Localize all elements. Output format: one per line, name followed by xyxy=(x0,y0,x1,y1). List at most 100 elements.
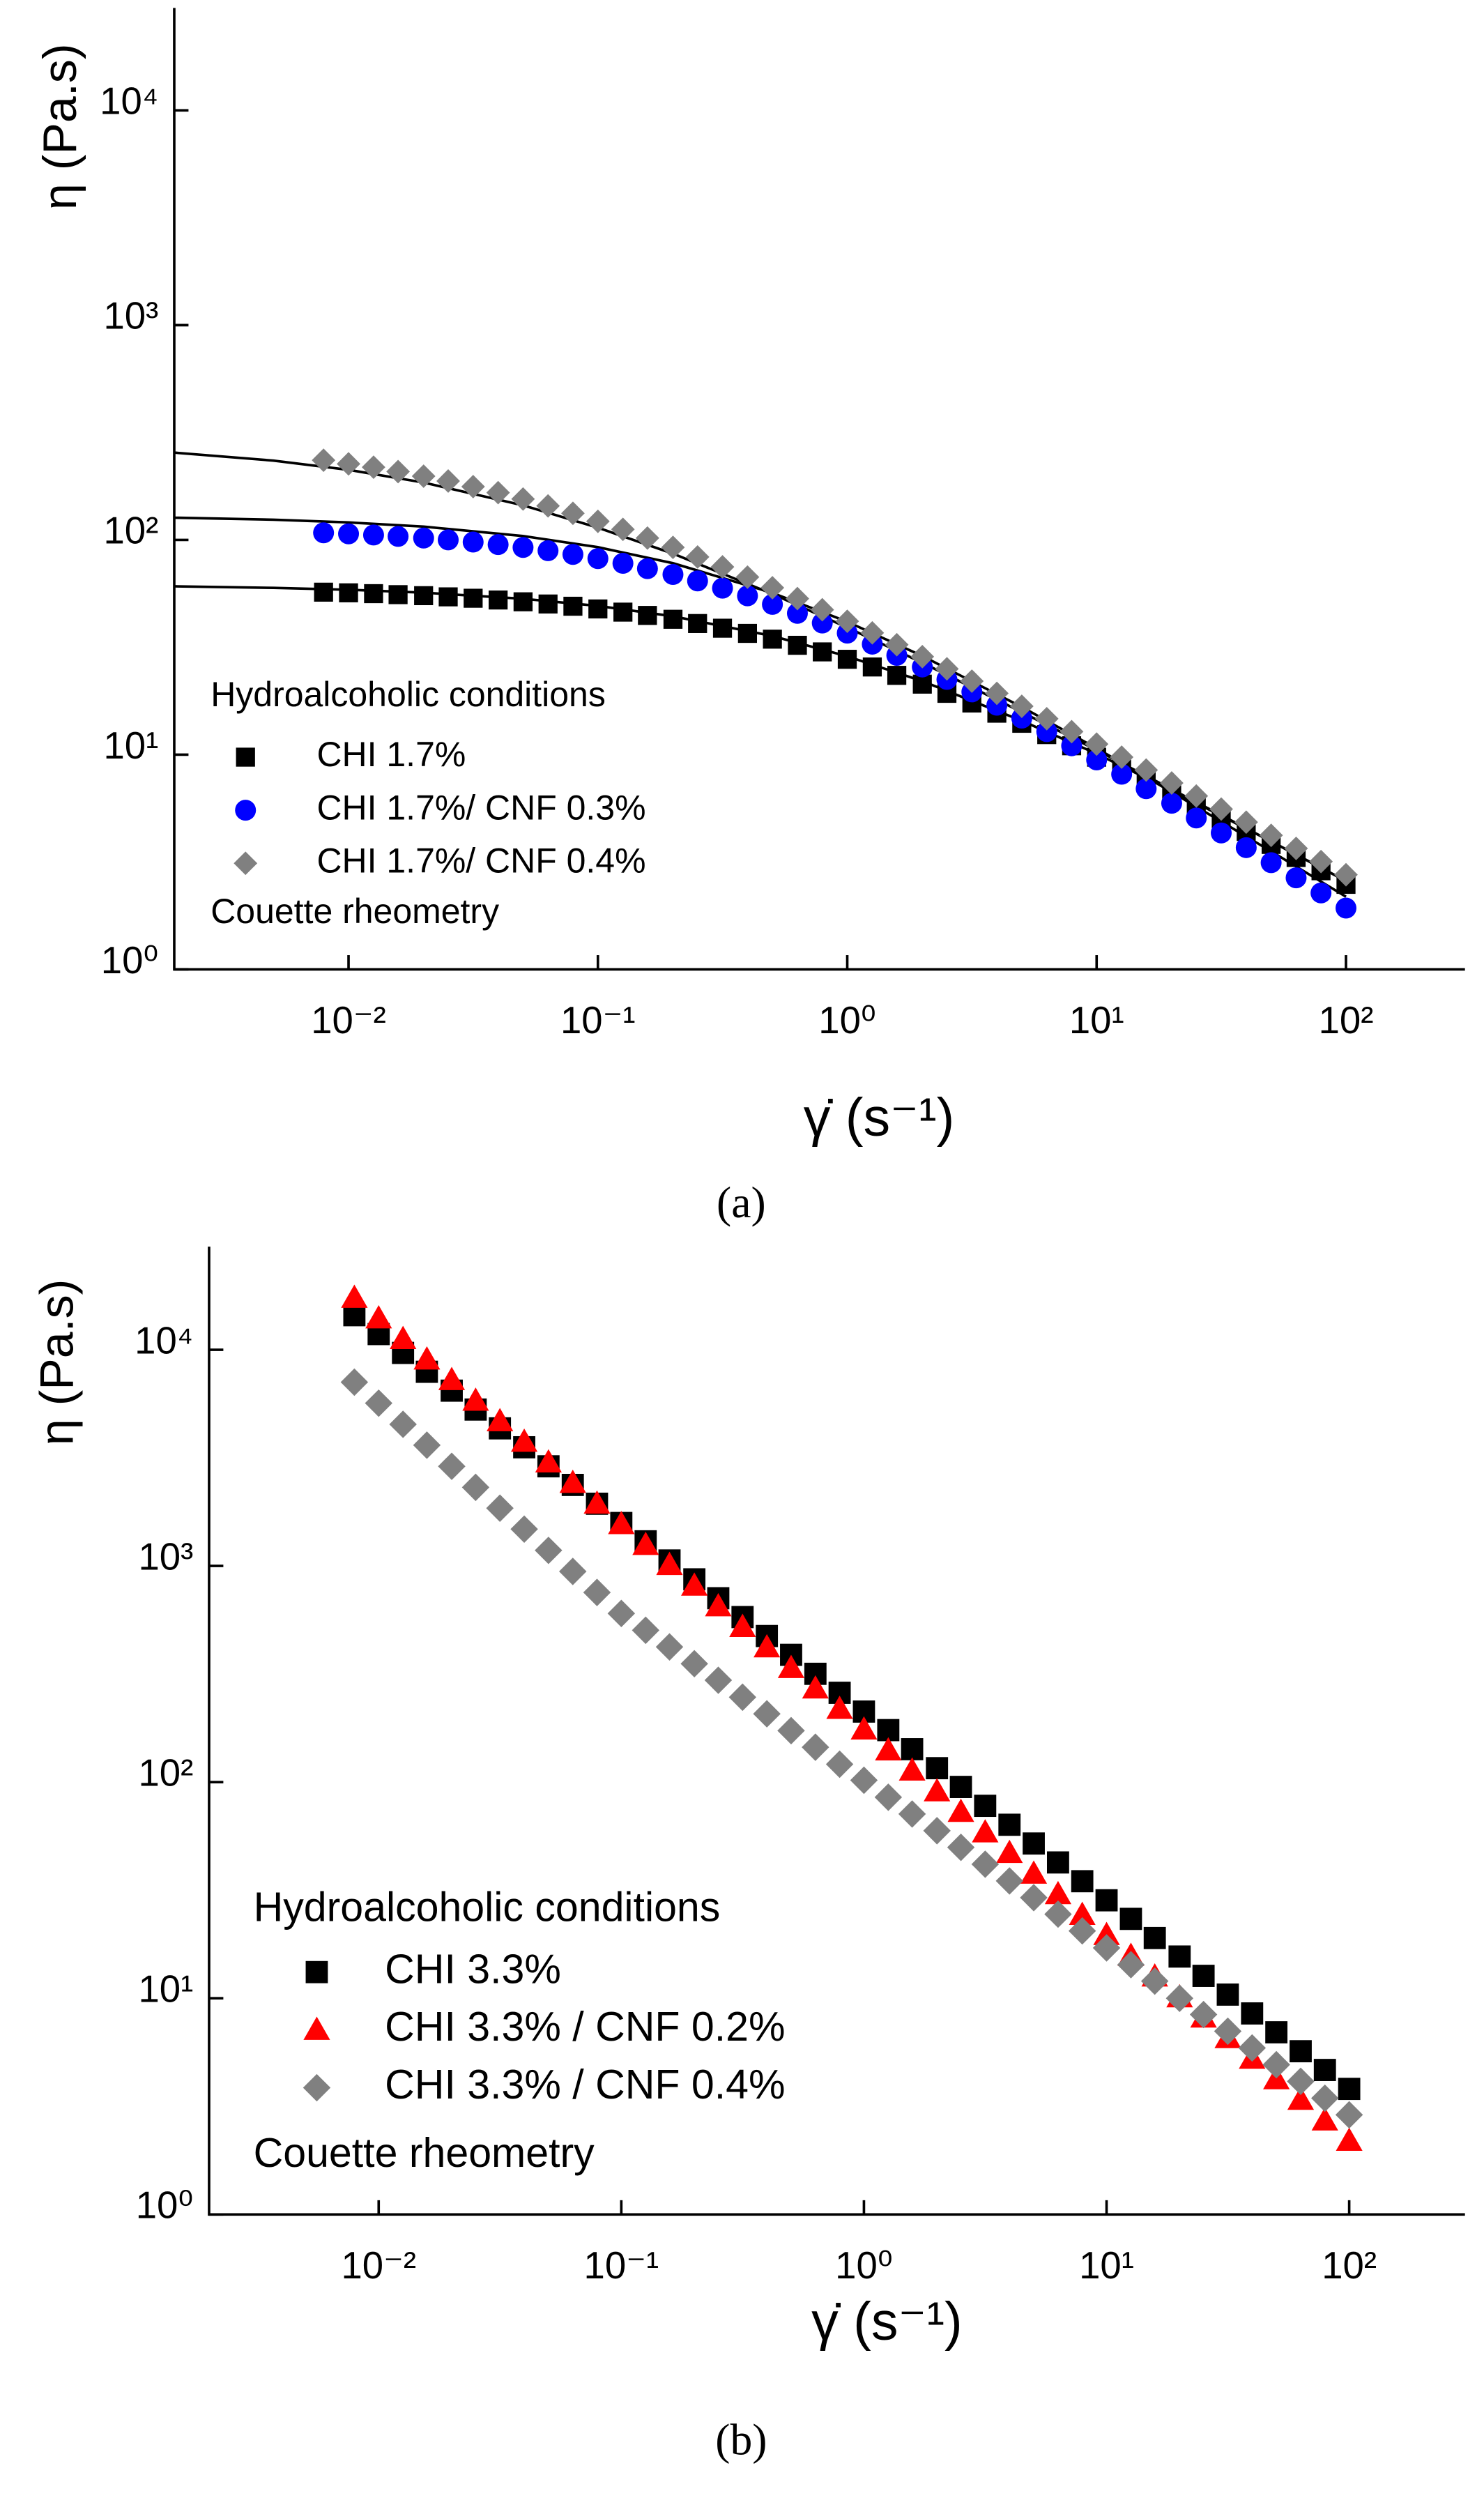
marker-circle xyxy=(1161,793,1182,814)
marker-diamond xyxy=(1287,2067,1315,2096)
marker-diamond xyxy=(632,1616,660,1645)
marker-circle xyxy=(313,522,335,544)
chart: 10⁻² 10⁻¹ 10⁰ 10¹ 10² 10⁰ 10¹ 10² 10³ 10⁴ Hydroalc… xyxy=(33,8,1465,1227)
marker-triangle xyxy=(850,1716,878,1740)
legend-label: CHI 3.3% / CNF 0.2% xyxy=(385,2004,785,2050)
marker-circle xyxy=(1011,708,1032,729)
marker-square xyxy=(1143,1926,1166,1949)
marker-diamond xyxy=(1335,2101,1363,2129)
legend-note: Couette rheometry xyxy=(211,892,499,931)
marker-diamond xyxy=(753,1700,781,1728)
chart: 10⁻² 10⁻¹ 10⁰ 10¹ 10² 10⁰ 10¹ 10² 10³ 10⁴ Hydroalc… xyxy=(30,1247,1465,2464)
marker-circle xyxy=(1186,807,1207,829)
marker-diamond xyxy=(365,1389,392,1417)
marker-square xyxy=(1119,1907,1142,1930)
marker-diamond xyxy=(802,1733,829,1761)
marker-diamond xyxy=(510,1515,538,1544)
marker-circle xyxy=(1310,882,1332,904)
marker-square xyxy=(339,583,358,602)
marker-square xyxy=(862,657,882,677)
marker-square xyxy=(737,623,758,643)
marker-square xyxy=(1241,2002,1264,2025)
marker-diamond xyxy=(661,535,685,560)
marker-circle xyxy=(811,612,833,634)
marker-diamond xyxy=(1238,2034,1267,2062)
marker-diamond xyxy=(583,1578,611,1606)
x-tick-label: 10⁰ xyxy=(818,999,875,1042)
marker-diamond xyxy=(1189,2000,1218,2029)
marker-square xyxy=(1095,1889,1118,1912)
marker-triangle xyxy=(510,1429,538,1452)
marker-diamond xyxy=(1009,694,1034,718)
marker-diamond xyxy=(611,517,635,542)
marker-triangle xyxy=(303,2016,330,2040)
marker-square xyxy=(763,630,782,649)
marker-diamond xyxy=(561,501,585,526)
y-tick-label: 10³ xyxy=(103,295,158,337)
marker-square xyxy=(712,618,733,638)
marker-circle xyxy=(636,558,658,579)
marker-diamond xyxy=(850,1766,878,1795)
legend-note: Couette rheometry xyxy=(254,2130,595,2176)
x-tick-label: 10² xyxy=(1319,999,1374,1042)
marker-diamond xyxy=(362,455,385,480)
marker-circle xyxy=(1260,852,1282,874)
marker-triangle xyxy=(535,1449,562,1473)
marker-circle xyxy=(612,552,634,574)
y-tick-label: 10¹ xyxy=(103,724,158,767)
marker-diamond xyxy=(486,1494,514,1522)
marker-square xyxy=(998,1813,1021,1836)
marker-square xyxy=(464,588,483,608)
marker-circle xyxy=(836,623,858,644)
marker-square xyxy=(788,635,807,655)
marker-diamond xyxy=(1209,797,1233,821)
legend-label: CHI 3.3% xyxy=(385,1946,561,1992)
marker-diamond xyxy=(874,1783,903,1811)
marker-circle xyxy=(235,800,257,821)
marker-circle xyxy=(338,523,360,544)
marker-diamond xyxy=(411,464,436,488)
marker-circle xyxy=(687,570,708,592)
marker-square xyxy=(236,747,255,767)
marker-diamond xyxy=(586,509,610,533)
marker-triangle xyxy=(777,1654,805,1678)
marker-circle xyxy=(587,548,609,570)
x-tick-label: 10⁻¹ xyxy=(560,999,636,1042)
y-axis-label: η (Pa.s) xyxy=(30,1279,83,1446)
x-tick-label: 10⁻¹ xyxy=(584,2244,659,2287)
marker-diamond xyxy=(1259,823,1283,848)
marker-triangle xyxy=(705,1593,732,1617)
y-tick-label: 10² xyxy=(138,1751,193,1794)
marker-diamond xyxy=(1234,810,1258,835)
marker-diamond xyxy=(436,469,460,493)
y-tick-label: 10⁰ xyxy=(101,939,159,982)
marker-circle xyxy=(388,526,409,547)
marker-diamond xyxy=(1134,758,1158,782)
marker-diamond xyxy=(234,851,258,876)
marker-square xyxy=(414,586,434,606)
legend-title: Hydroalcoholic conditions xyxy=(254,1884,721,1930)
y-tick-label: 10¹ xyxy=(138,1968,193,2011)
marker-diamond xyxy=(461,1473,490,1502)
marker-diamond xyxy=(386,459,410,484)
marker-square xyxy=(314,582,333,602)
marker-triangle xyxy=(559,1470,586,1493)
marker-diamond xyxy=(710,555,735,579)
marker-diamond xyxy=(1092,1934,1121,1962)
marker-diamond xyxy=(735,565,760,589)
x-axis-label: γ̇ (s⁻¹) xyxy=(811,2292,963,2352)
marker-triangle xyxy=(390,1325,417,1349)
marker-circle xyxy=(986,694,1008,716)
marker-triangle xyxy=(1287,2086,1315,2110)
marker-triangle xyxy=(1311,2107,1338,2131)
marker-square xyxy=(887,666,907,685)
marker-triangle xyxy=(608,1511,635,1534)
marker-square xyxy=(974,1795,997,1818)
marker-square xyxy=(638,606,657,625)
marker-diamond xyxy=(389,1410,417,1438)
marker-circle xyxy=(662,564,684,586)
marker-diamond xyxy=(935,657,959,681)
marker-triangle xyxy=(656,1551,683,1576)
x-tick-label: 10⁻² xyxy=(311,999,386,1042)
